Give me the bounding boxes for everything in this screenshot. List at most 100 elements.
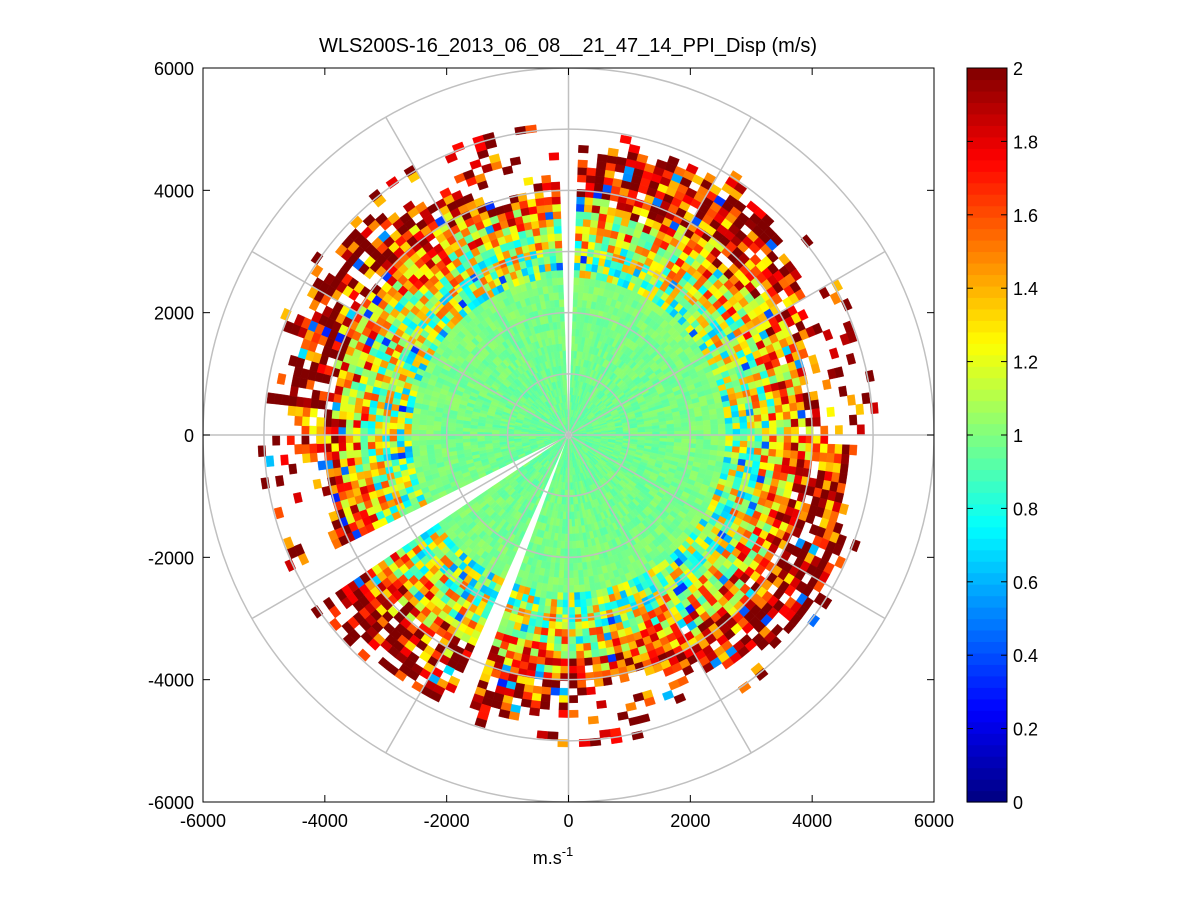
heat-cell [673, 438, 682, 444]
heat-cell [551, 277, 559, 286]
heat-cell [724, 417, 733, 425]
heat-cell [732, 440, 741, 448]
heat-cell [760, 455, 769, 464]
heat-cell [575, 211, 585, 220]
heat-cell [695, 425, 704, 431]
heat-cell [433, 439, 442, 445]
heat-cell [396, 428, 405, 436]
heat-cell [418, 424, 427, 431]
heat-cell [353, 456, 363, 466]
heat-cell [560, 321, 566, 330]
heat-cell [361, 462, 371, 472]
heat-cell [532, 227, 541, 237]
heat-cell [581, 628, 590, 637]
heat-cell [766, 398, 776, 408]
heat-cell [539, 634, 548, 644]
heat-cell [543, 255, 551, 265]
heat-cell [666, 423, 675, 429]
heat-cell [418, 419, 427, 426]
heat-cell [710, 434, 719, 441]
heat-cell [768, 441, 777, 450]
heat-cell [573, 577, 580, 586]
heat-cell [369, 461, 378, 471]
heat-cell [591, 597, 599, 607]
heat-cell [732, 422, 741, 430]
heat-cell [738, 409, 747, 418]
heat-cell [572, 299, 579, 308]
heat-cell [594, 619, 603, 628]
heat-cell [760, 406, 769, 415]
heat-cell [572, 548, 578, 557]
heat-cell [562, 585, 569, 594]
heat-cell [571, 533, 577, 542]
heat-cell [575, 643, 584, 652]
heat-cell [730, 404, 739, 413]
heat-cell [575, 540, 581, 549]
heat-cell [725, 434, 734, 442]
heat-cell [360, 420, 369, 429]
heat-cell [579, 591, 586, 600]
heat-cell [540, 627, 549, 636]
heat-cell [577, 569, 584, 579]
heat-cell [352, 434, 361, 443]
heat-cell [562, 599, 569, 608]
heat-cell [554, 299, 560, 308]
heat-cell [560, 328, 566, 337]
heat-cell [374, 427, 383, 436]
heat-cell [760, 448, 770, 457]
heat-cell [580, 606, 588, 615]
heat-cell [556, 262, 564, 271]
heat-cell [541, 620, 550, 629]
heat-cell [557, 284, 564, 293]
heat-cell [754, 421, 763, 429]
heat-cell [549, 299, 556, 309]
heat-cell [717, 440, 726, 447]
heat-cell [673, 426, 682, 432]
heat-cell [539, 226, 548, 236]
heat-cell [389, 428, 398, 436]
heat-cell [574, 255, 582, 264]
heat-cell [560, 636, 569, 645]
heat-cell [530, 220, 540, 230]
heat-cell [710, 439, 719, 446]
heat-cell [447, 442, 457, 448]
heat-cell [550, 598, 558, 608]
heat-cell [462, 441, 471, 447]
heat-cell [752, 407, 762, 416]
heat-cell [775, 449, 784, 458]
heat-cell [545, 218, 555, 228]
heat-cell [773, 397, 783, 407]
heat-cell [572, 570, 579, 579]
heat-cell [574, 606, 582, 615]
heat-cell [568, 577, 574, 586]
heat-cell [761, 434, 770, 443]
heat-cell [573, 262, 581, 271]
chart-title: WLS200S-16_2013_06_08__21_47_14_PPI_Disp… [319, 35, 817, 57]
heat-cell [572, 562, 579, 571]
heat-cell [589, 226, 598, 236]
heat-cell [582, 642, 592, 652]
heat-cell [425, 439, 434, 446]
heat-cell [578, 584, 586, 593]
heat-cell [426, 444, 435, 451]
heat-cell [710, 444, 719, 451]
heat-cell [597, 220, 607, 230]
heat-cell [695, 420, 704, 427]
heat-cell [577, 562, 583, 571]
heat-cell [710, 429, 719, 436]
heat-cell [571, 518, 576, 527]
heat-cell [737, 403, 747, 412]
heat-cell [455, 426, 464, 432]
heat-cell [462, 438, 471, 443]
heat-cell [710, 419, 719, 426]
heat-cell [389, 422, 398, 430]
heat-cell [540, 234, 549, 243]
heat-cell [561, 629, 569, 638]
heat-cell [581, 233, 590, 242]
heat-cell [572, 291, 579, 300]
heat-cell [754, 441, 763, 449]
heat-cell [455, 438, 464, 444]
heat-cell [597, 640, 607, 650]
heat-cell [702, 419, 711, 426]
